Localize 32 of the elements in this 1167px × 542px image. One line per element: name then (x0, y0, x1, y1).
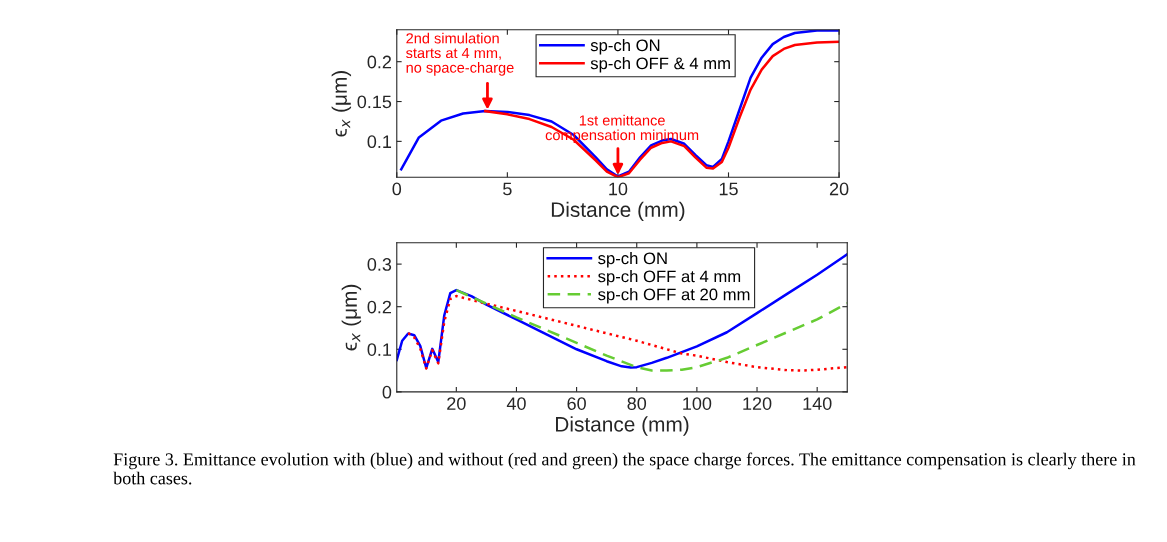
x-tick-label: 120 (743, 397, 772, 410)
y-axis-title: ϵ$_{x}$ (μm) (331, 71, 352, 137)
y-axis-title: ϵ$_{x}$ (μm) (341, 284, 362, 351)
y-tick-label: 0.2 (367, 55, 392, 69)
line-series (399, 29, 840, 178)
y-tick-label: 0.2 (367, 300, 392, 314)
y-tick-label: 0.3 (367, 258, 392, 271)
y-tick-label: 0.1 (367, 343, 392, 356)
legend-label: sp-ch OFF at 4 mm (598, 270, 741, 286)
x-tick-label: 20 (447, 397, 466, 410)
x-tick-label: 10 (609, 182, 628, 196)
x-tick-label: 15 (719, 182, 738, 196)
legend-label: sp-ch OFF at 20 mm (598, 288, 750, 304)
y-tick-label: 0.15 (357, 95, 392, 109)
x-tick-label: 0 (392, 182, 402, 196)
line-series (455, 288, 848, 372)
y-tick-label: 0.1 (367, 135, 392, 149)
x-tick-label: 80 (627, 397, 647, 410)
x-axis-title: Distance (mm) (556, 416, 689, 436)
x-tick-label: 20 (829, 182, 849, 196)
x-tick-label: 140 (803, 397, 832, 410)
x-tick-label: 100 (683, 397, 712, 410)
legend-label: sp-ch ON (590, 38, 660, 55)
caption: Figure 3. Emittance evolution with (blue) and without (red and green) the space charge forces. The emittance compensation is clearly there in both cases. (113, 452, 1136, 485)
annotation: 2nd simulation starts at 4 mm, no space-charge (406, 32, 514, 76)
x-tick-label: 60 (567, 397, 586, 410)
x-axis-title: Distance (mm) (551, 201, 685, 222)
legend-label: sp-ch ON (598, 251, 667, 268)
legend-label: sp-ch OFF & 4 mm (590, 57, 730, 73)
x-tick-label: 5 (503, 182, 512, 196)
x-tick-label: 40 (506, 397, 526, 410)
y-tick-label: 0 (382, 385, 392, 399)
